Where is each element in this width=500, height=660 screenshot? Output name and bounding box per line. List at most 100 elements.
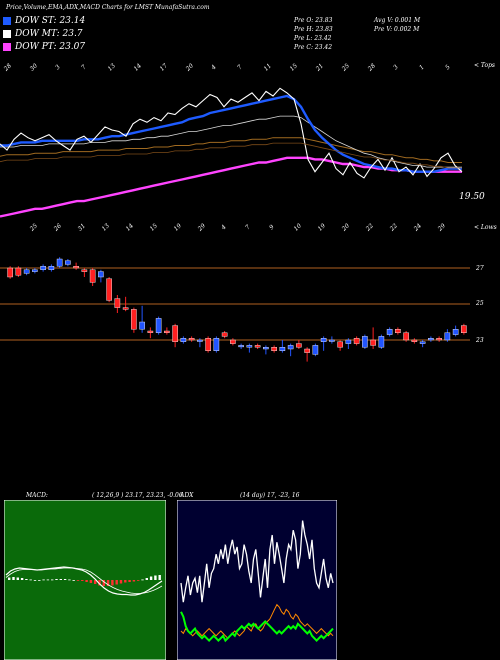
macd-histogram-bar	[42, 579, 45, 581]
macd-histogram-bar	[128, 580, 131, 582]
macd-histogram-bar	[16, 577, 19, 580]
candle-up	[213, 338, 220, 352]
ema-short-line	[0, 94, 462, 173]
candle-down	[304, 348, 310, 353]
candle-up	[23, 269, 30, 274]
macd-histogram-bar	[154, 575, 157, 580]
stat-avg-volume: Avg V: 0.001 M	[374, 17, 421, 24]
adx-lines	[180, 520, 334, 643]
candle-down	[221, 332, 228, 337]
candle-down	[122, 307, 129, 310]
macd-histogram-bar	[111, 580, 114, 586]
legend-dow-mt-label: DOW MT: 23.7	[15, 29, 83, 39]
candle-up	[419, 341, 426, 344]
candle-up	[65, 260, 71, 265]
candle-down	[131, 309, 137, 330]
adx-plus-di-line	[180, 611, 334, 643]
legend-swatch-pink-icon	[3, 43, 11, 51]
candle-up	[279, 347, 286, 352]
candle-up	[246, 345, 253, 348]
candle-up	[287, 345, 294, 350]
candle-down	[15, 267, 22, 276]
ema-chart	[0, 87, 463, 218]
candle-down	[271, 347, 277, 352]
macd-histogram-bar	[20, 578, 24, 580]
legend-dow-mt: DOW MT: 23.7	[3, 28, 83, 40]
ema-long-line	[0, 137, 462, 163]
stat-pre-open: Pre O: 23.83	[294, 17, 333, 24]
candle-up	[98, 271, 104, 278]
candle-down	[205, 338, 211, 352]
candle-down	[461, 325, 467, 334]
stat-pre-high: Pre H: 23.83	[294, 26, 333, 33]
candle-down	[370, 339, 376, 346]
level-label-25: 25	[476, 300, 484, 307]
candle-up	[56, 258, 63, 267]
macd-histogram-bar	[102, 580, 105, 586]
candle-down	[403, 332, 409, 341]
candle-up	[197, 339, 203, 342]
candle-down	[230, 339, 236, 344]
candle-down	[172, 325, 178, 343]
candle-down	[164, 330, 170, 333]
macd-histogram-bar	[149, 576, 153, 580]
level-label-23: 23	[476, 337, 484, 344]
candle-down	[395, 329, 401, 334]
legend-swatch-white-icon	[3, 30, 11, 38]
macd-histogram-bar	[98, 580, 101, 586]
candle-up	[362, 336, 368, 348]
candle-up	[238, 345, 244, 348]
candle-down	[436, 338, 442, 341]
macd-histogram-bar	[59, 579, 62, 580]
candle-down	[7, 267, 13, 278]
macd-histogram-bar	[132, 580, 136, 582]
candle-up	[378, 336, 385, 348]
candle-down	[147, 330, 154, 333]
stat-pre-low: Pre L: 23.42	[294, 35, 332, 42]
candle-up	[155, 318, 162, 333]
current-price-label: 19.50	[459, 192, 485, 202]
macd-histogram-bar	[12, 577, 15, 580]
candle-down	[114, 298, 121, 308]
candle-up	[320, 338, 327, 343]
macd-histogram-bar	[145, 578, 148, 580]
adx-title: ADX	[180, 492, 194, 499]
candle-up	[444, 332, 451, 341]
ema-mid-line	[0, 115, 462, 168]
macd-histogram-bar	[81, 580, 84, 581]
macd-histogram-bar	[33, 580, 37, 581]
macd-histogram-bar	[55, 579, 58, 580]
candle-up	[386, 329, 393, 335]
candle-down	[188, 338, 195, 341]
candle-down	[81, 269, 88, 272]
macd-histogram-bar	[76, 580, 80, 581]
macd-histogram-bar	[29, 579, 32, 581]
legend-swatch-blue-icon	[3, 17, 11, 25]
adx-panel	[177, 500, 337, 660]
macd-lines	[5, 566, 163, 596]
macd-histogram-bar	[89, 580, 93, 583]
candlestick-chart	[0, 257, 470, 362]
macd-panel	[4, 500, 166, 660]
candle-down	[337, 341, 343, 348]
candle-up	[139, 321, 145, 330]
macd-histogram-bar	[124, 580, 127, 583]
macd-histogram-bar	[85, 580, 88, 582]
candle-up	[329, 339, 335, 342]
page-title: Price,Volume,EMA,ADX,MACD Charts for LMS…	[6, 4, 210, 11]
macd-histogram-bar	[72, 580, 75, 581]
macd-title: MACD:	[26, 492, 48, 499]
level-label-27: 27	[476, 265, 484, 272]
ema-extra-line	[0, 142, 462, 169]
candle-up	[263, 347, 269, 350]
adx-params: (14 day) 17, -23, 16	[240, 492, 300, 499]
legend-dow-st-label: DOW ST: 23.14	[15, 16, 86, 26]
macd-histogram-bar	[63, 579, 67, 580]
candle-down	[106, 278, 112, 301]
macd-histogram-bar	[94, 580, 97, 584]
price-line	[0, 87, 463, 179]
candle-up	[48, 266, 55, 271]
macd-histogram-bar	[137, 580, 140, 581]
candle-up	[40, 266, 46, 271]
legend-dow-pt-label: DOW PT: 23.07	[15, 42, 86, 52]
